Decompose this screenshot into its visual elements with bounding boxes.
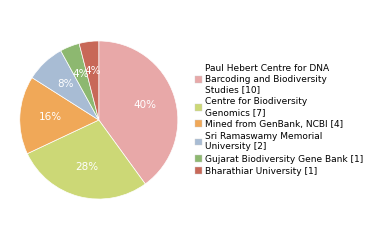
Text: 28%: 28%: [75, 162, 98, 173]
Wedge shape: [79, 41, 99, 120]
Wedge shape: [20, 78, 99, 154]
Text: 16%: 16%: [38, 112, 62, 122]
Text: 4%: 4%: [84, 66, 101, 76]
Text: 40%: 40%: [134, 100, 157, 110]
Wedge shape: [27, 120, 145, 199]
Text: 4%: 4%: [73, 69, 89, 79]
Wedge shape: [61, 43, 99, 120]
Wedge shape: [99, 41, 178, 184]
Wedge shape: [32, 51, 99, 120]
Text: 8%: 8%: [57, 79, 73, 89]
Legend: Paul Hebert Centre for DNA
Barcoding and Biodiversity
Studies [10], Centre for B: Paul Hebert Centre for DNA Barcoding and…: [195, 64, 364, 176]
